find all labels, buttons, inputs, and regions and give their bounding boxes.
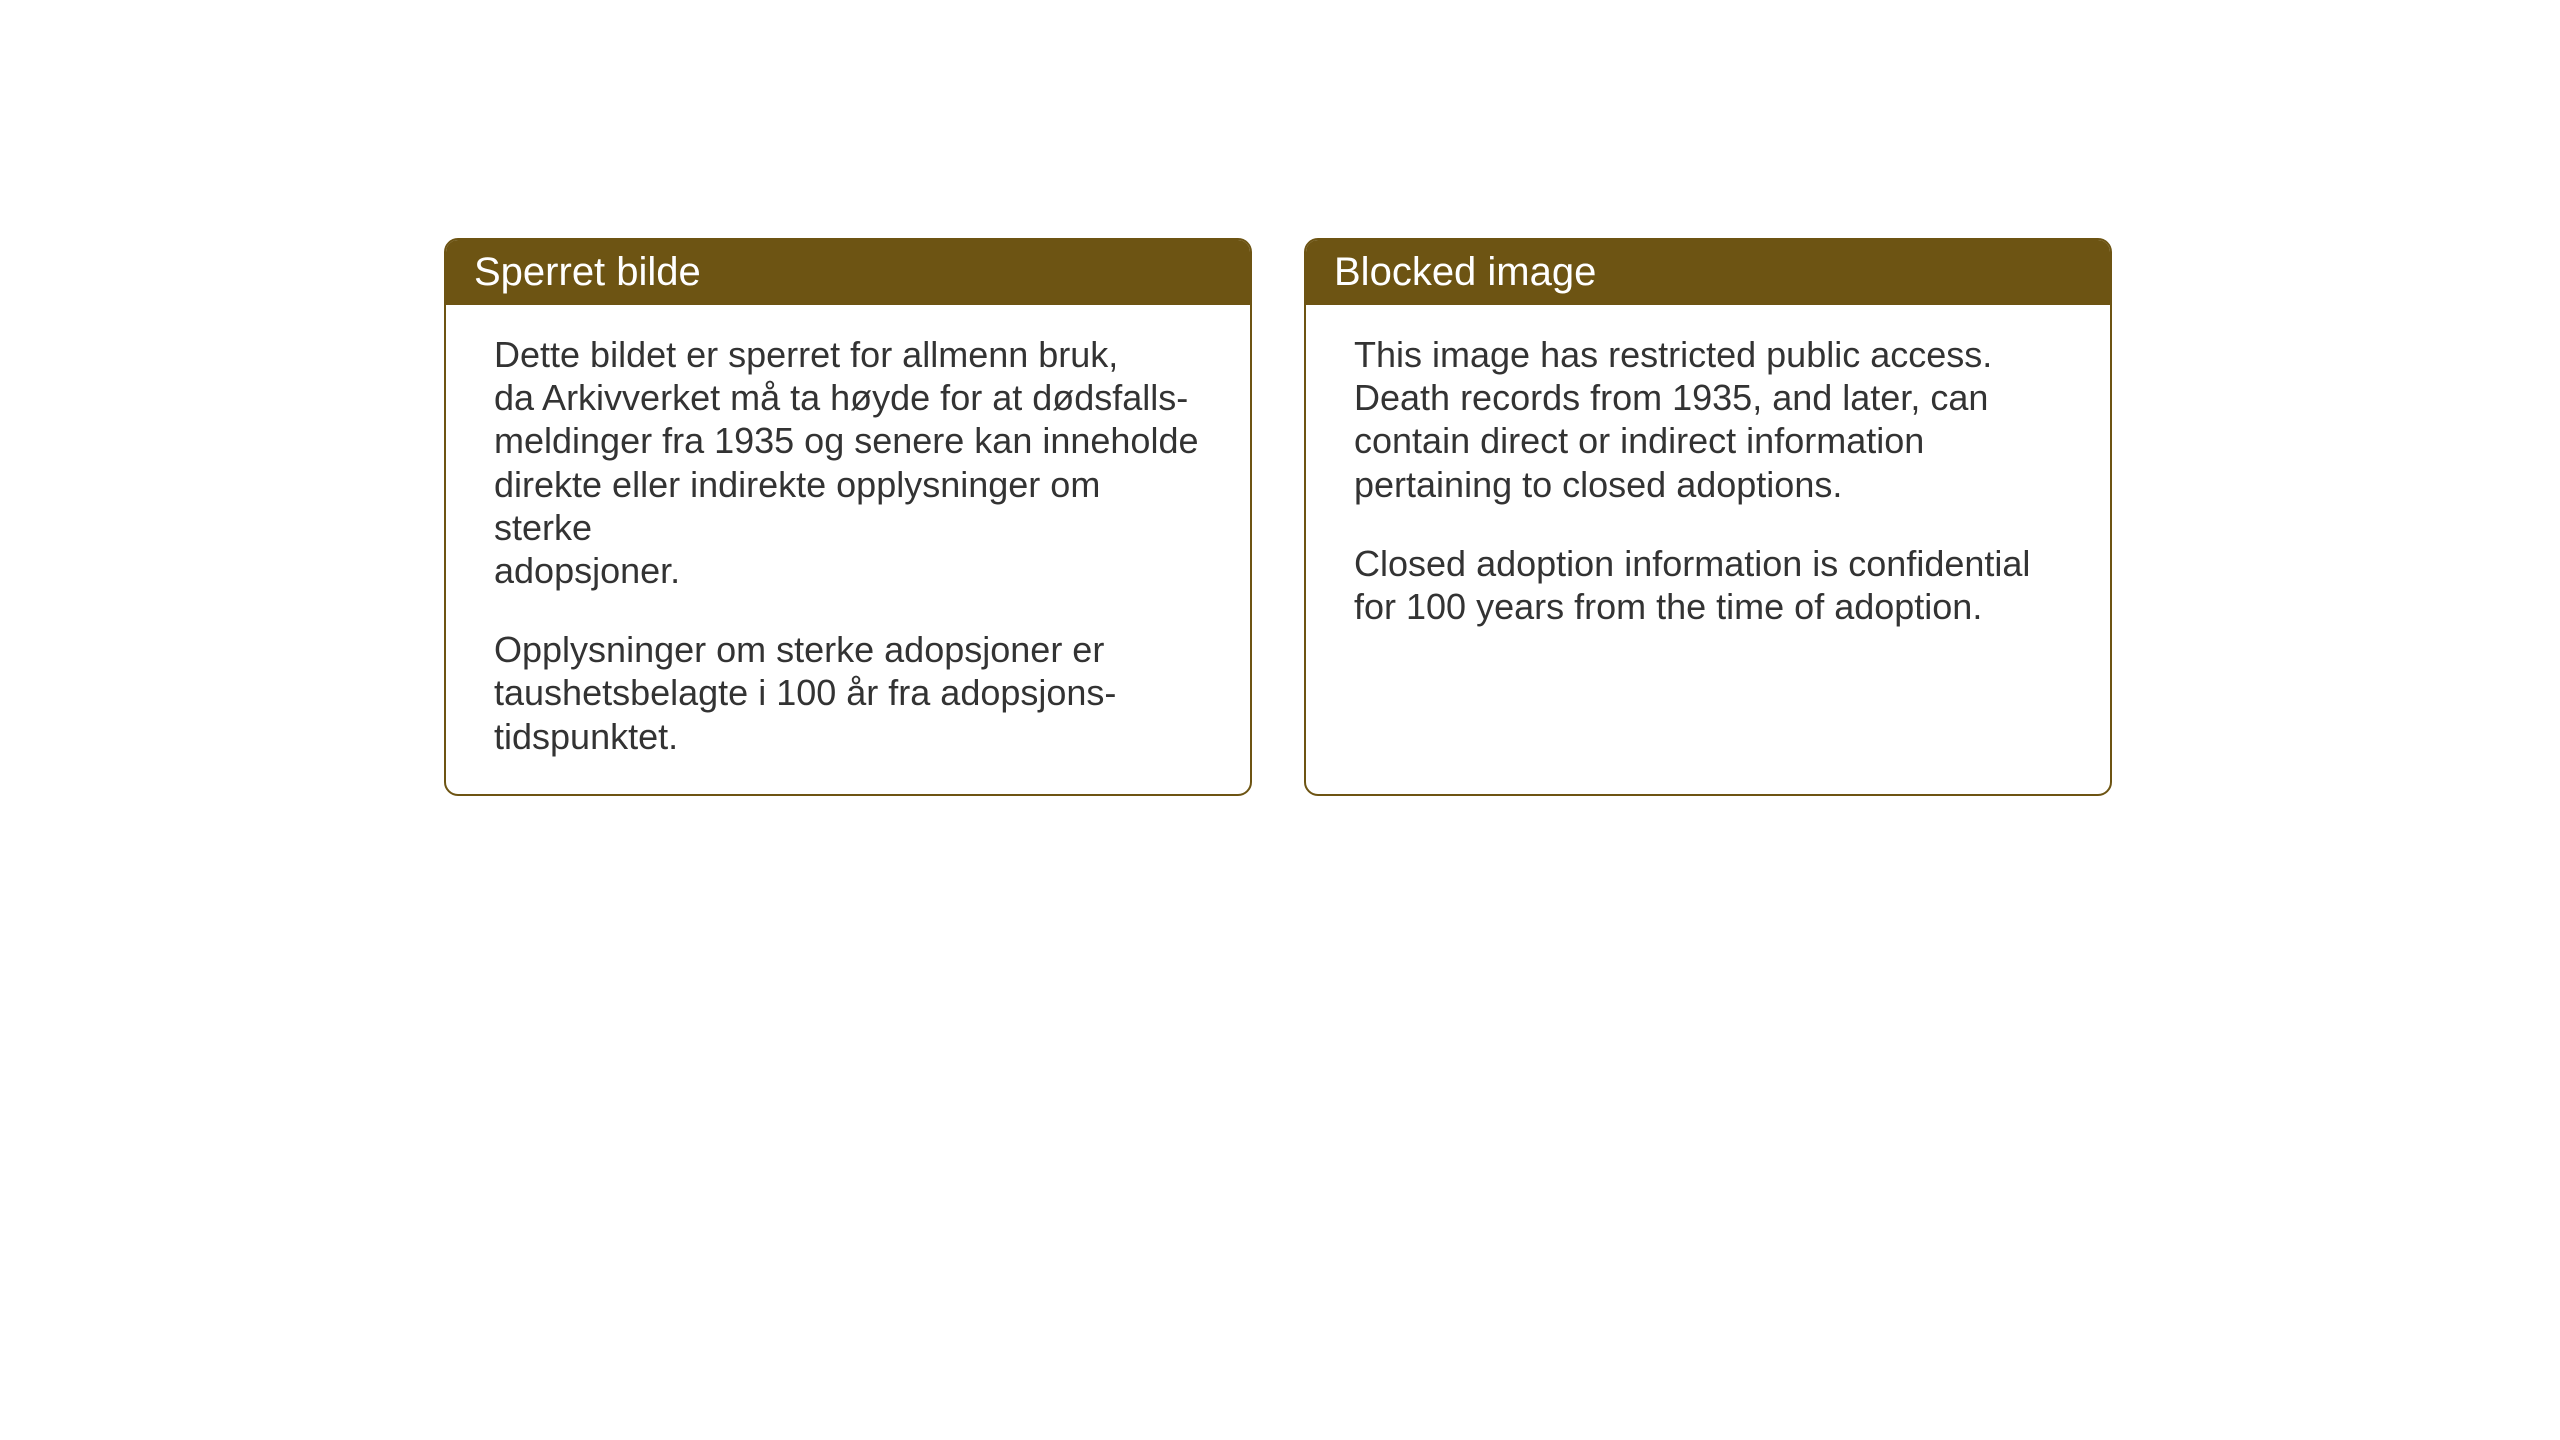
english-paragraph-2: Closed adoption information is confident… <box>1354 542 2062 628</box>
text-line: Closed adoption information is confident… <box>1354 543 2030 584</box>
text-line: taushetsbelagte i 100 år fra adopsjons- <box>494 672 1116 713</box>
text-line: contain direct or indirect information <box>1354 420 1924 461</box>
norwegian-notice-card: Sperret bilde Dette bildet er sperret fo… <box>444 238 1252 796</box>
text-line: pertaining to closed adoptions. <box>1354 464 1842 505</box>
text-line: meldinger fra 1935 og senere kan innehol… <box>494 420 1199 461</box>
text-line: This image has restricted public access. <box>1354 334 1992 375</box>
norwegian-paragraph-2: Opplysninger om sterke adopsjoner er tau… <box>494 628 1202 758</box>
text-line: tidspunktet. <box>494 716 678 757</box>
english-notice-card: Blocked image This image has restricted … <box>1304 238 2112 796</box>
norwegian-card-body: Dette bildet er sperret for allmenn bruk… <box>446 305 1250 794</box>
english-card-title: Blocked image <box>1306 240 2110 305</box>
text-line: for 100 years from the time of adoption. <box>1354 586 1982 627</box>
notice-container: Sperret bilde Dette bildet er sperret fo… <box>0 0 2560 796</box>
text-line: Dette bildet er sperret for allmenn bruk… <box>494 334 1118 375</box>
norwegian-card-title: Sperret bilde <box>446 240 1250 305</box>
text-line: Death records from 1935, and later, can <box>1354 377 1988 418</box>
text-line: direkte eller indirekte opplysninger om … <box>494 464 1100 548</box>
english-card-body: This image has restricted public access.… <box>1306 305 2110 745</box>
text-line: da Arkivverket må ta høyde for at dødsfa… <box>494 377 1188 418</box>
text-line: Opplysninger om sterke adopsjoner er <box>494 629 1104 670</box>
norwegian-paragraph-1: Dette bildet er sperret for allmenn bruk… <box>494 333 1202 592</box>
text-line: adopsjoner. <box>494 550 680 591</box>
english-paragraph-1: This image has restricted public access.… <box>1354 333 2062 506</box>
